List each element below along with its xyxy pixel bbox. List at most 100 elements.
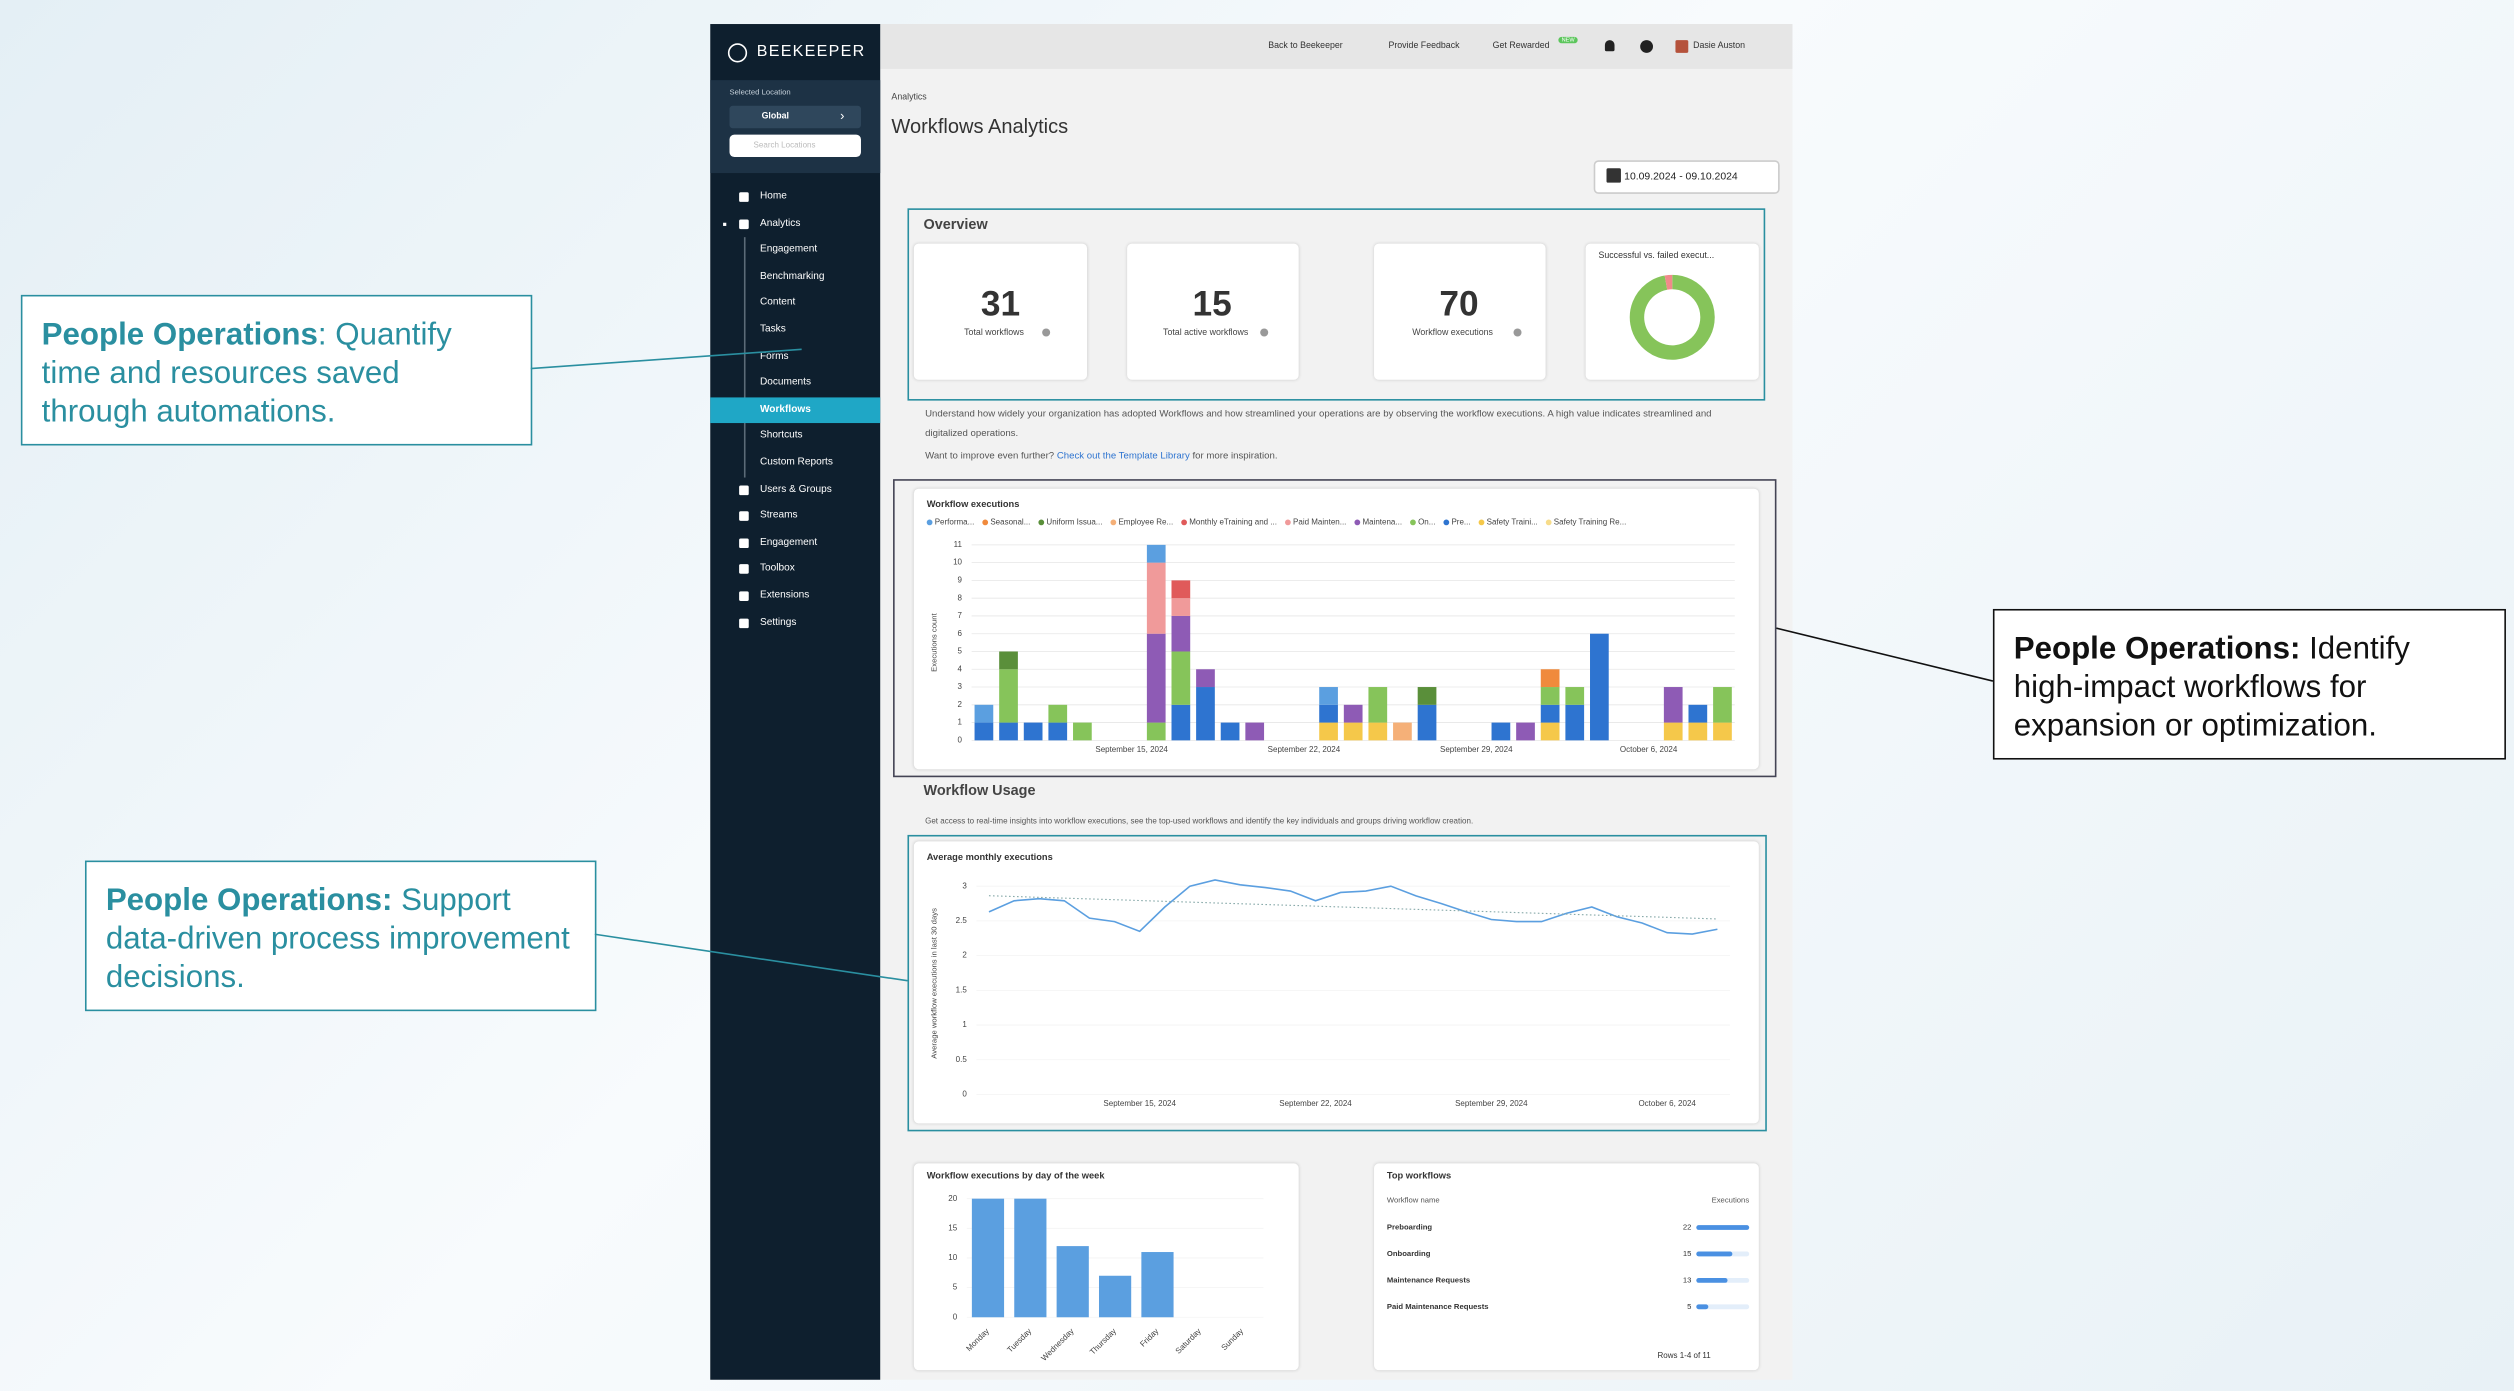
bar-segment <box>1688 704 1708 723</box>
bar-segment <box>1146 633 1166 723</box>
nav-subitem[interactable]: Forms <box>759 350 789 362</box>
topbar-link[interactable]: Provide Feedback <box>1388 41 1460 52</box>
nav-item[interactable]: Engagement <box>759 536 818 548</box>
bar-segment <box>974 704 994 723</box>
location-value: Global <box>761 112 790 122</box>
y-axis-label: Average workflow executions in last 30 d… <box>930 908 939 1059</box>
kpi-value: 15 <box>1192 283 1232 324</box>
x-tick-label: October 6, 2024 <box>1620 745 1678 754</box>
location-select[interactable] <box>729 105 861 129</box>
date-range: 10.09.2024 - 09.10.2024 <box>1624 171 1738 183</box>
row-bar <box>1696 1304 1709 1310</box>
nav-subitem[interactable]: Benchmarking <box>759 270 825 282</box>
chart-card <box>913 841 1759 1124</box>
nav: Home Analytics Engagement Benchmarking Conte… <box>710 0 881 1391</box>
row-name: Maintenance Requests <box>1387 1275 1470 1284</box>
bar-segment <box>1540 722 1560 741</box>
callout-text: Support data-driven process improvement … <box>105 882 570 996</box>
x-tick-label: September 22, 2024 <box>1268 745 1341 754</box>
topbar-link[interactable]: Get Rewarded <box>1492 41 1550 52</box>
bar-segment <box>999 651 1018 670</box>
help[interactable] <box>1640 40 1654 53</box>
kpi-card <box>1127 243 1299 380</box>
info-icon <box>1513 328 1522 337</box>
nav-item[interactable]: Toolbox <box>759 563 795 575</box>
location-search[interactable] <box>729 134 861 158</box>
topbar-link[interactable]: Back to Beekeeper <box>1268 41 1343 52</box>
nav-subitem[interactable]: Documents <box>759 376 812 389</box>
breadcrumb: Analytics <box>891 92 927 103</box>
nav-item[interactable]: Settings <box>759 616 797 628</box>
nav-subitem[interactable]: Workflows <box>759 403 811 415</box>
nav-subitem[interactable]: Tasks <box>759 323 786 335</box>
trendline <box>988 895 1718 920</box>
row-value: 22 <box>1683 1223 1692 1232</box>
legend-label: Uniform Issua... <box>1046 518 1102 527</box>
column-header: Workflow name <box>1387 1195 1440 1204</box>
highlight-box <box>907 208 1766 401</box>
legend-swatch <box>1285 519 1291 526</box>
brand: BEEKEEPER <box>756 43 866 61</box>
nav-subitem[interactable]: Content <box>759 297 796 309</box>
connector <box>530 348 802 370</box>
callout: People Operations: Identify high-impact … <box>1992 608 2506 760</box>
nav-icon <box>739 564 749 575</box>
nav-subitem[interactable]: Custom Reports <box>759 456 833 468</box>
kpi-card <box>913 243 1088 380</box>
bar-segment <box>1516 722 1535 741</box>
y-tick-label: 0 <box>958 735 963 744</box>
nav-item[interactable]: Home <box>759 190 787 202</box>
bar-segment <box>1171 704 1191 741</box>
caret <box>723 222 727 226</box>
bar <box>971 1198 1005 1318</box>
section-description: Get access to real-time insights into wo… <box>925 817 1474 827</box>
chart-title: Workflow executions <box>927 499 1020 509</box>
x-tick-label: Monday <box>964 1327 991 1353</box>
sidebar <box>710 24 881 1380</box>
bar-segment <box>1368 722 1388 741</box>
x-tick-label: September 15, 2024 <box>1103 1099 1176 1108</box>
nav-item[interactable]: Streams <box>759 509 798 522</box>
donut-slice <box>1629 274 1715 360</box>
y-tick-label: 0.5 <box>956 1055 968 1064</box>
nav-item[interactable]: Users & Groups <box>759 483 832 495</box>
nav-item[interactable]: Extensions <box>759 589 810 601</box>
legend-label: Seasonal... <box>990 518 1030 527</box>
callout-title: People Operations <box>41 317 318 353</box>
legend-swatch <box>1478 519 1485 526</box>
bar-segment <box>1590 633 1609 741</box>
x-tick-label: Sunday <box>1220 1327 1246 1353</box>
callout-title: People Operations: <box>105 882 393 919</box>
improve: Want to improve even further? <box>925 451 1055 462</box>
legend-swatch <box>1410 519 1416 526</box>
nav-icon <box>739 538 749 548</box>
kpi-label: Workflow executions <box>1412 328 1493 339</box>
user-name[interactable]: Dasie Auston <box>1693 41 1746 52</box>
calendar-icon <box>1606 168 1621 183</box>
legend-label: Safety Training Re... <box>1554 518 1627 527</box>
nav-subitem[interactable]: Shortcuts <box>759 430 803 442</box>
topbar-links: Back to Beekeeper Provide Feedback Get Rew… <box>880 24 1792 69</box>
row-name: Onboarding <box>1387 1249 1431 1258</box>
legend-label: Maintena... <box>1362 518 1402 527</box>
bar-segment <box>1713 722 1732 741</box>
row-value: 5 <box>1687 1302 1691 1311</box>
bar-segment <box>1565 687 1585 705</box>
info-icon <box>1260 328 1269 337</box>
bar-segment <box>1146 562 1166 634</box>
legend-label: On... <box>1418 518 1435 527</box>
logo <box>727 43 748 63</box>
template-link[interactable]: Check out the Template Library <box>1056 451 1190 462</box>
nav-item[interactable]: Analytics <box>759 217 801 229</box>
bar-segment <box>999 722 1018 741</box>
nav-subitem[interactable]: Engagement <box>759 243 818 256</box>
legend-swatch <box>1545 519 1552 526</box>
donut-title: Successful vs. failed execut... <box>1598 251 1715 262</box>
bar-segment <box>1196 687 1215 741</box>
kpi-value: 70 <box>1439 283 1479 324</box>
y-tick-label: 1 <box>962 1020 967 1029</box>
date-picker[interactable] <box>1593 160 1780 194</box>
donut-slice <box>1664 274 1673 290</box>
column-header: Executions <box>1712 1195 1750 1204</box>
